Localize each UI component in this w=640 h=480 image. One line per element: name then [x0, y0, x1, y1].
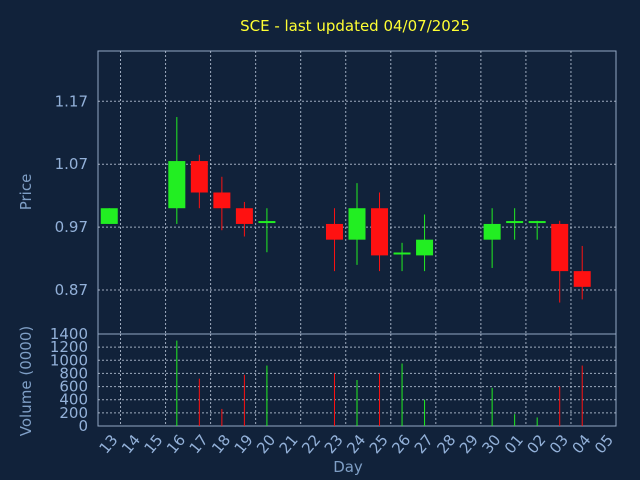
- volume-tick-label: 1400: [50, 325, 88, 343]
- x-tick-label: 27: [411, 431, 437, 457]
- candles: [100, 117, 591, 303]
- x-tick-label: 05: [591, 431, 617, 457]
- candle-body: [528, 221, 546, 224]
- candle-body: [573, 271, 591, 287]
- x-tick-label: 03: [546, 431, 572, 457]
- x-tick-label: 19: [231, 431, 257, 457]
- candle-body: [100, 208, 118, 224]
- x-tick-label: 02: [523, 431, 549, 457]
- candle-body: [506, 221, 524, 224]
- candle-body: [371, 208, 389, 256]
- price-tick-labels: 0.87 0.97 1.07 1.17: [55, 92, 88, 299]
- x-tick-label: 28: [433, 431, 459, 457]
- x-tick-label: 20: [253, 431, 279, 457]
- candle-body: [348, 208, 366, 240]
- volume-tick-label: 200: [59, 404, 88, 422]
- candle-body: [258, 221, 276, 224]
- candle-body: [235, 208, 253, 224]
- x-tick-label: 15: [141, 431, 167, 457]
- x-tick-label: 23: [321, 431, 347, 457]
- chart-title: SCE - last updated 04/07/2025: [240, 17, 470, 35]
- x-tick-label: 13: [96, 431, 122, 457]
- candle-body: [416, 239, 434, 256]
- candle-body: [168, 161, 186, 209]
- price-tick-label: 1.17: [55, 92, 88, 110]
- volume-tick-label: 0: [78, 417, 88, 435]
- volume-tick-label: 600: [59, 378, 88, 396]
- candle-body: [190, 161, 208, 193]
- price-tick-label: 0.97: [55, 218, 88, 236]
- x-tick-label: 17: [186, 431, 212, 457]
- price-panel: 0.87 0.97 1.07 1.17 Price: [17, 50, 617, 335]
- x-tick-label: 16: [163, 431, 189, 457]
- x-tick-label: 24: [343, 431, 369, 457]
- x-tick-label: 04: [568, 431, 594, 457]
- candle-body: [551, 223, 569, 272]
- price-tick-label: 0.87: [55, 281, 88, 299]
- x-tick-label: 14: [118, 431, 144, 457]
- x-tick-label: 30: [478, 431, 504, 457]
- candle-body: [483, 223, 501, 240]
- price-tick-label: 1.07: [55, 155, 88, 173]
- x-tick-label: 18: [208, 431, 234, 457]
- x-tick-label: 22: [298, 431, 324, 457]
- x-tick-label: 01: [501, 431, 527, 457]
- price-axis-title: Price: [17, 174, 35, 211]
- x-tick-label: 21: [276, 431, 302, 457]
- volume-grid: [98, 334, 616, 426]
- x-tick-label: 25: [366, 431, 392, 457]
- volume-axis-title: Volume (0000): [17, 326, 35, 436]
- volume-tick-label: 1000: [50, 351, 88, 369]
- volume-tick-label: 1200: [50, 338, 88, 356]
- x-axis-title: Day: [333, 458, 363, 476]
- x-tick-labels: 1314151617181920212223242526272829300102…: [96, 431, 618, 457]
- candle-body: [213, 192, 231, 209]
- volume-bars: [176, 340, 583, 426]
- candle-body: [393, 252, 411, 255]
- price-grid: [98, 51, 616, 334]
- x-tick-label: 29: [456, 431, 482, 457]
- candle-body: [325, 223, 343, 240]
- x-tick-label: 26: [388, 431, 414, 457]
- volume-tick-label: 400: [59, 391, 88, 409]
- volume-tick-label: 800: [59, 364, 88, 382]
